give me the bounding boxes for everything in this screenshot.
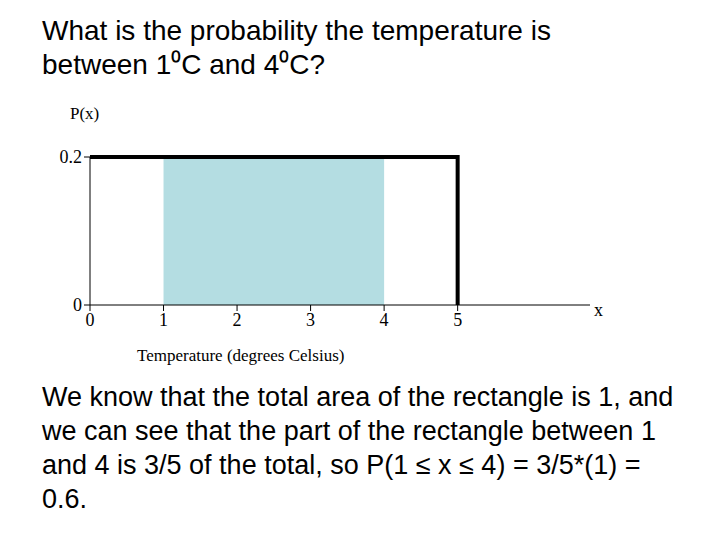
svg-text:3: 3 <box>306 310 315 330</box>
html-text:P(x): P(x) <box>70 104 100 123</box>
html-text:Temperature (degrees Celsius): Temperature (degrees Celsius) <box>137 346 345 365</box>
svg-text:1: 1 <box>159 310 168 330</box>
svg-text:4: 4 <box>380 310 389 330</box>
svg-text:0: 0 <box>73 295 82 315</box>
svg-text:5: 5 <box>453 310 462 330</box>
svg-text:2: 2 <box>233 310 242 330</box>
html-text:We know that the total area of: We know that the total area of the recta… <box>42 382 674 514</box>
html-text:What is the probability the te: What is the probability the temperature … <box>42 15 551 80</box>
svg-text:0: 0 <box>86 310 95 330</box>
svg-text:0.2: 0.2 <box>60 147 83 167</box>
html-text:x: x <box>594 300 603 320</box>
